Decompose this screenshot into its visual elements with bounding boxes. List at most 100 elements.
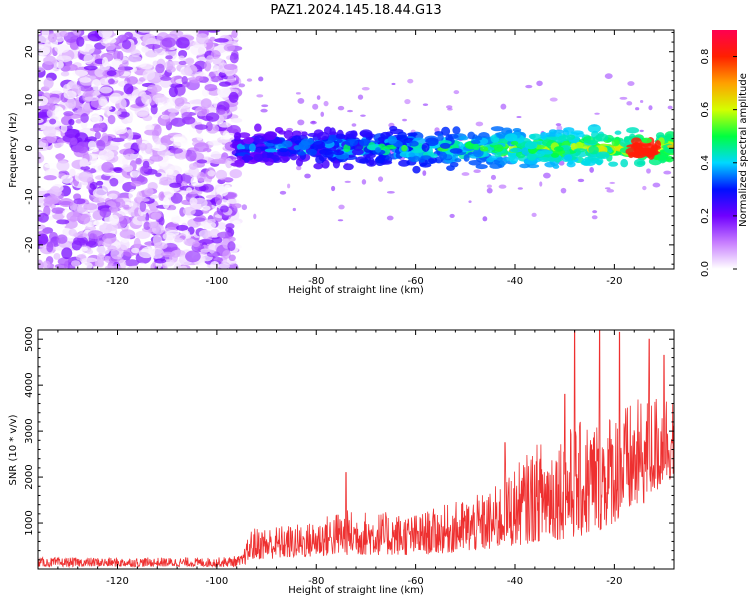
spectrogram-cell — [75, 119, 83, 124]
spectrogram-cell — [96, 139, 106, 151]
spectrogram-cell — [196, 33, 209, 45]
snr-y-label: SNR (10 * v/v) — [8, 414, 19, 485]
spectrogram-cell — [425, 137, 439, 147]
y-tick-label: 4000 — [24, 372, 35, 397]
spectrogram-cell — [479, 146, 489, 152]
spectrogram-cell — [564, 154, 573, 162]
spectrogram-cell — [173, 263, 182, 269]
spectrogram-cell — [174, 97, 185, 107]
spectrogram-cell — [343, 163, 354, 171]
spectrogram-cell — [225, 223, 235, 230]
spectrogram-cell — [49, 186, 62, 198]
spectrogram-x-label: Height of straight line (km) — [288, 285, 424, 296]
spectrogram-cell — [470, 140, 481, 145]
spectrogram-cell — [151, 86, 158, 98]
spectrogram-cell — [58, 198, 74, 208]
spectrogram-cell — [190, 44, 206, 56]
spectrogram-cell — [181, 76, 188, 85]
spectrogram-cell — [205, 121, 213, 132]
spectrogram-cell — [93, 197, 105, 204]
spectrogram-cell — [463, 154, 470, 162]
y-tick-label: 1000 — [24, 510, 35, 535]
spectrogram-cell — [636, 160, 645, 166]
spectrogram-cell — [178, 60, 187, 65]
spectrogram-cell — [47, 32, 58, 43]
spectrogram-cell — [118, 64, 125, 76]
spectrogram-cell — [323, 100, 329, 107]
spectrogram-cell — [77, 213, 91, 225]
colorbar-tick-label: 0.6 — [700, 102, 711, 118]
spectrogram-cell — [182, 206, 196, 216]
spectrogram-cell — [347, 109, 353, 113]
spectrogram-cell — [38, 118, 44, 124]
spectrogram-cell — [223, 43, 236, 52]
spectrogram-cell — [206, 55, 214, 63]
spectrogram-cell — [179, 265, 188, 269]
spectrogram-cell — [49, 103, 56, 111]
spectrogram-cell — [53, 223, 67, 228]
spectrogram-cell — [38, 195, 45, 204]
spectrogram-cell — [84, 96, 100, 102]
spectrogram-y-label: Frequency (Hz) — [8, 112, 19, 188]
spectrogram-cell — [139, 63, 153, 70]
spectrogram-cell — [587, 124, 601, 133]
spectrogram-cell — [195, 75, 204, 82]
spectrogram-cell — [148, 221, 159, 229]
spectrogram-cell — [104, 265, 115, 269]
spectrogram-cell — [149, 194, 159, 199]
spectrogram-cell — [656, 152, 669, 161]
spectrogram-cell — [493, 144, 504, 152]
spectrogram-cell — [104, 197, 112, 205]
spectrogram-cell — [72, 69, 89, 77]
spectrogram-cell — [83, 53, 94, 65]
spectrogram-cell — [226, 198, 240, 204]
spectrogram-cell — [204, 83, 218, 92]
spectrogram-cell — [51, 207, 66, 214]
spectrogram-cell — [173, 138, 189, 147]
spectrogram-cell — [215, 109, 226, 115]
spectrogram-cell — [261, 104, 269, 108]
spectrogram-cell — [41, 136, 57, 144]
spectrogram-cell — [482, 216, 488, 222]
spectrogram-cell — [391, 82, 396, 86]
spectrogram-cell — [604, 187, 611, 190]
spectrogram-cell — [161, 37, 177, 48]
spectrogram-cell — [163, 209, 179, 218]
spectrogram-cell — [216, 101, 230, 112]
spectrogram-cell — [295, 157, 303, 167]
spectrogram-cell — [196, 159, 208, 164]
spectrogram-cell — [92, 188, 108, 198]
spectrogram-cell — [94, 67, 105, 78]
spectrogram-cell — [205, 112, 220, 122]
spectrogram-cell — [139, 200, 147, 212]
spectrogram-cell — [524, 141, 538, 150]
spectrogram-cell — [648, 105, 653, 111]
spectrogram-cell — [652, 182, 661, 188]
spectrogram-cell — [490, 174, 497, 180]
spectrogram-cell — [253, 134, 265, 144]
spectrogram-cell — [337, 105, 345, 111]
spectrogram-cell — [81, 257, 98, 263]
spectrogram-cell — [191, 30, 198, 37]
spectrogram-cell — [310, 120, 317, 125]
spectrogram-cell — [38, 259, 44, 269]
colorbar-tick-label: 0.4 — [700, 155, 711, 171]
figure-title: PAZ1.2024.145.18.44.G13 — [270, 3, 441, 18]
spectrogram-cell — [539, 150, 554, 155]
spectrogram-cell — [198, 262, 208, 269]
spectrogram-cell — [155, 172, 162, 177]
spectrogram-cell — [344, 180, 351, 183]
spectrogram-cell — [210, 50, 221, 60]
spectrogram-cell — [63, 90, 77, 100]
spectrogram-cell — [165, 55, 173, 60]
spectrogram-cell — [511, 148, 519, 153]
spectrogram-cell — [630, 137, 642, 145]
spectrogram-cell — [389, 125, 398, 132]
spectrogram-cell — [198, 239, 214, 245]
spectrogram-cell — [498, 184, 507, 189]
spectrogram-cell — [75, 141, 89, 154]
spectrogram-cell — [176, 224, 189, 231]
spectrogram-cell — [126, 76, 138, 85]
spectrogram-cell — [468, 159, 482, 166]
y-tick-label: 10 — [24, 94, 35, 107]
